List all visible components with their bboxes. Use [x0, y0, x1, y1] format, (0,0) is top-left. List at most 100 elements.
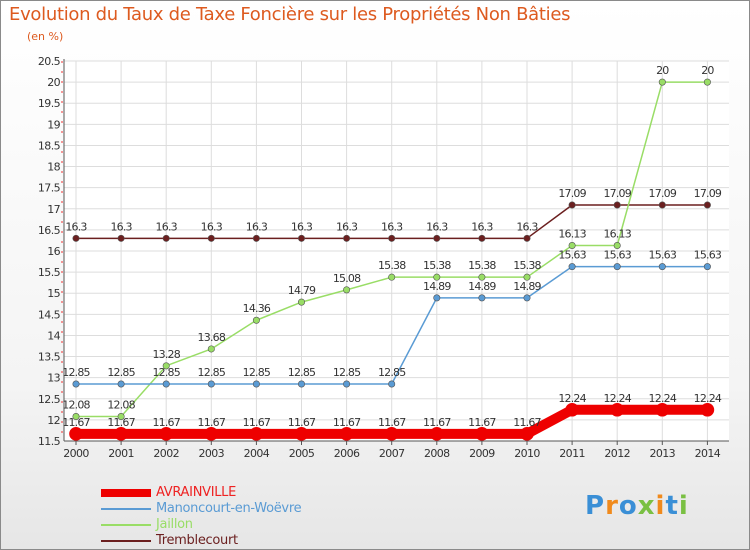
legend-label: Tremblecourt	[156, 533, 238, 548]
y-tick-label: 16.5	[38, 224, 61, 237]
data-point	[568, 242, 576, 250]
data-point	[703, 201, 711, 209]
data-point	[388, 234, 396, 242]
data-point	[72, 234, 80, 242]
data-point	[478, 294, 486, 302]
data-label: 15.38	[468, 259, 496, 272]
x-tick-label: 2000	[63, 447, 89, 460]
data-label: 16.3	[65, 220, 87, 233]
data-label: 16.3	[156, 220, 178, 233]
data-label: 14.89	[513, 280, 541, 293]
y-tick-label: 18	[47, 161, 60, 174]
data-label: 11.67	[423, 416, 451, 429]
data-point	[613, 263, 621, 271]
data-label: 12.24	[649, 392, 677, 405]
proxiti-logo: Proxiti	[585, 491, 689, 521]
data-point	[207, 234, 215, 242]
data-point	[523, 273, 531, 281]
data-label: 12.85	[152, 366, 180, 379]
data-label: 12.08	[62, 399, 90, 412]
data-point	[613, 201, 621, 209]
legend-swatch	[101, 524, 151, 526]
data-point	[72, 380, 80, 388]
data-label: 12.85	[107, 366, 135, 379]
data-label: 12.85	[378, 366, 406, 379]
x-tick-label: 2002	[153, 447, 179, 460]
data-label: 16.3	[110, 220, 132, 233]
data-point	[339, 427, 354, 441]
data-point	[520, 427, 534, 441]
x-tick-label: 2006	[334, 447, 360, 460]
data-label: 15.63	[558, 249, 586, 262]
y-tick-label: 19	[47, 118, 60, 131]
data-point	[117, 413, 125, 421]
data-point	[117, 234, 125, 242]
data-label: 12.24	[694, 392, 722, 405]
logo-letter: o	[618, 491, 638, 521]
y-tick-label: 12	[47, 414, 60, 427]
legend-swatch	[101, 508, 151, 510]
unit-label: (en %)	[27, 30, 64, 43]
data-label: 16.3	[246, 220, 268, 233]
data-label: 11.67	[288, 416, 316, 429]
data-label: 15.38	[423, 259, 451, 272]
logo-letter: i	[678, 491, 689, 521]
data-point	[613, 242, 621, 250]
data-label: 14.36	[243, 302, 271, 315]
data-point	[249, 427, 264, 441]
data-point	[297, 380, 305, 388]
data-label: 16.3	[336, 220, 358, 233]
data-label: 20	[701, 64, 714, 77]
logo-letter: r	[605, 491, 619, 521]
data-point	[568, 263, 576, 271]
data-point	[162, 362, 170, 370]
legend-swatch	[101, 540, 151, 542]
data-point	[523, 294, 531, 302]
data-point	[429, 427, 444, 441]
data-point	[114, 427, 128, 441]
y-tick-label: 14	[47, 329, 60, 342]
data-label: 12.24	[603, 392, 631, 405]
logo-letter: x	[637, 491, 656, 521]
x-tick-label: 2007	[379, 447, 405, 460]
data-point	[72, 413, 80, 421]
data-label: 11.67	[152, 416, 180, 429]
data-point	[703, 78, 711, 86]
x-tick-label: 2005	[289, 447, 315, 460]
data-label: 12.85	[333, 366, 361, 379]
x-tick-label: 2014	[695, 447, 721, 460]
data-label: 12.85	[62, 366, 90, 379]
x-tick-label: 2011	[559, 447, 585, 460]
data-point	[433, 294, 441, 302]
data-label: 13.28	[152, 348, 180, 361]
x-tick-label: 2004	[244, 447, 270, 460]
x-tick-label: 2008	[424, 447, 450, 460]
data-label: 11.67	[62, 416, 90, 429]
legend-label: AVRAINVILLE	[156, 485, 237, 500]
data-point	[658, 263, 666, 271]
y-tick-label: 13	[47, 372, 60, 385]
data-point	[658, 201, 666, 209]
logo-letter: t	[665, 491, 679, 521]
data-label: 17.09	[558, 187, 586, 200]
data-label: 14.89	[423, 280, 451, 293]
data-label: 16.3	[291, 220, 313, 233]
data-label: 16.3	[201, 220, 223, 233]
y-tick-label: 16	[47, 245, 60, 258]
data-label: 12.24	[558, 392, 586, 405]
data-point	[523, 234, 531, 242]
data-point	[297, 234, 305, 242]
data-point	[478, 234, 486, 242]
data-point	[700, 402, 715, 417]
legend-label: Manoncourt-en-Woëvre	[156, 501, 302, 516]
y-tick-label: 20.5	[38, 55, 61, 68]
data-label: 11.67	[198, 416, 226, 429]
x-tick-label: 2003	[198, 447, 224, 460]
data-point	[343, 286, 351, 294]
data-label: 14.89	[468, 280, 496, 293]
data-label: 17.09	[603, 187, 631, 200]
y-tick-label: 13.5	[38, 351, 61, 364]
data-label: 11.67	[243, 416, 271, 429]
y-tick-label: 15.5	[38, 266, 61, 279]
y-tick-label: 20	[47, 76, 60, 89]
